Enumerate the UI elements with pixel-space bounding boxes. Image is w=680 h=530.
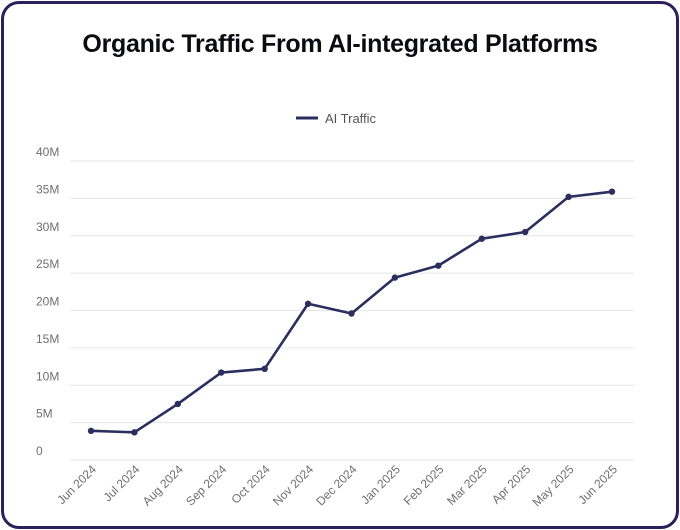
y-tick-label: 30M — [36, 220, 59, 234]
x-tick-label: Jul 2024 — [101, 462, 143, 504]
x-tick-label: May 2025 — [530, 462, 577, 509]
x-tick-label: Feb 2025 — [401, 462, 447, 508]
data-point — [261, 365, 268, 373]
chart-title: Organic Traffic From AI-integrated Platf… — [82, 30, 598, 58]
x-tick-label: Sep 2024 — [183, 462, 229, 508]
data-point — [565, 193, 572, 201]
y-tick-label: 40M — [36, 145, 59, 159]
data-point — [608, 188, 616, 195]
x-tick-label: Jan 2025 — [358, 462, 403, 507]
x-tick-label: Nov 2024 — [270, 462, 316, 508]
data-point — [304, 300, 312, 307]
y-tick-label: 25M — [36, 257, 59, 271]
x-tick-label: Aug 2024 — [140, 462, 186, 508]
data-point — [391, 274, 399, 281]
y-tick-label: 10M — [36, 369, 59, 383]
y-tick-label: 20M — [36, 295, 59, 309]
y-tick-label: 5M — [36, 407, 53, 421]
data-point — [218, 369, 225, 376]
x-tick-label: Dec 2024 — [313, 462, 359, 508]
x-tick-label: Oct 2024 — [228, 462, 273, 507]
y-tick-label: 15M — [36, 332, 59, 346]
x-tick-label: Jun 2024 — [54, 462, 99, 507]
y-tick-label: 35M — [36, 182, 59, 196]
data-point — [348, 310, 355, 317]
x-tick-label: Apr 2025 — [489, 462, 534, 507]
data-point — [174, 400, 182, 408]
data-point — [87, 427, 95, 435]
data-point — [435, 262, 442, 269]
x-tick-label: Jun 2025 — [575, 462, 620, 507]
data-point — [521, 228, 529, 236]
legend-label: AI Traffic — [325, 111, 377, 126]
y-tick-label: 0 — [36, 444, 43, 458]
data-point — [131, 429, 138, 436]
data-point — [478, 235, 485, 242]
x-tick-label: Mar 2025 — [444, 462, 490, 508]
